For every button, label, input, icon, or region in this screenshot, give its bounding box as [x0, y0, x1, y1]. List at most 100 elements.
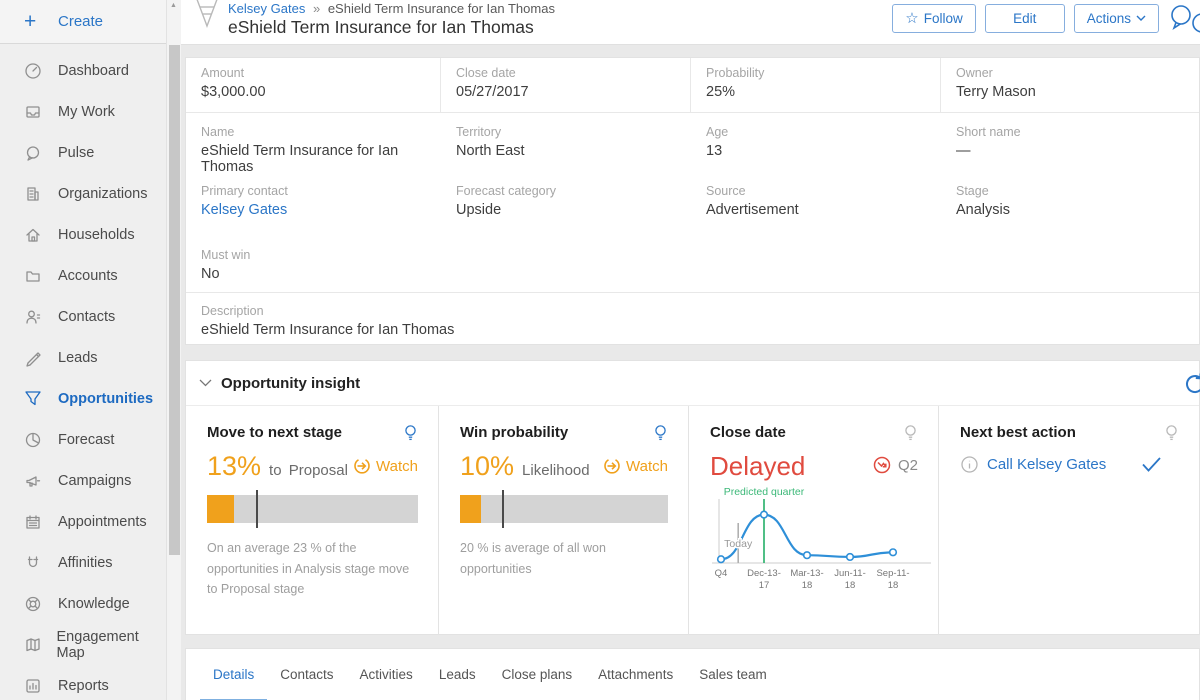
- record-fields-panel: Amount $3,000.00 Close date 05/27/2017 P…: [185, 57, 1200, 345]
- svg-text:Q4: Q4: [715, 568, 728, 579]
- inbox-icon: [24, 103, 58, 121]
- breadcrumb-current: eShield Term Insurance for Ian Thomas: [327, 1, 555, 16]
- complete-check-icon[interactable]: [1142, 457, 1161, 472]
- map-icon: [24, 636, 57, 654]
- field-primary-contact: Primary contact Kelsey Gates: [186, 172, 441, 236]
- edit-button[interactable]: Edit: [984, 3, 1065, 33]
- field-stage: Stage Analysis: [956, 184, 1010, 218]
- tab-sales-team[interactable]: Sales team: [699, 666, 767, 682]
- win-note: 20 % is average of all won opportunities: [460, 541, 606, 576]
- sidebar-item-knowledge[interactable]: Knowledge: [0, 583, 166, 624]
- field-owner: Owner Terry Mason: [956, 66, 1036, 100]
- field-probability: Probability 25%: [691, 58, 941, 112]
- field-source: Source Advertisement: [706, 184, 799, 218]
- win-average-marker: [501, 490, 505, 528]
- field-short-name: Short name —: [956, 125, 1021, 159]
- watch-button[interactable]: Watch: [353, 457, 418, 475]
- breadcrumb: Kelsey Gates » eShield Term Insurance fo…: [228, 1, 555, 16]
- sidebar-item-contacts[interactable]: Contacts: [0, 296, 166, 337]
- win-progress-fill: [460, 495, 481, 523]
- field-must-win: Must win No: [201, 248, 251, 282]
- section-title: Opportunity insight: [221, 374, 361, 392]
- delayed-icon: [873, 456, 891, 474]
- calendar-icon: [24, 513, 58, 531]
- tab-details[interactable]: Details: [200, 649, 268, 700]
- win-progress-bar: [460, 490, 668, 528]
- tab-close-plans[interactable]: Close plans: [501, 666, 573, 682]
- person-icon: [24, 308, 58, 326]
- watch-icon: [354, 459, 370, 474]
- field-age: Age 13: [706, 125, 729, 159]
- create-label: Create: [58, 13, 104, 30]
- close-date-x-labels: Q4 Dec-13-17 Mar-13-18 Jun-11-18 Sep-11-18: [715, 568, 910, 591]
- close-date-status: Delayed: [710, 451, 806, 481]
- scrollbar-thumb[interactable]: [169, 45, 180, 555]
- funnel-icon: [24, 390, 58, 408]
- chevron-down-icon: [1136, 15, 1146, 21]
- breadcrumb-parent-link[interactable]: Kelsey Gates: [228, 1, 306, 16]
- sidebar-item-leads[interactable]: Leads: [0, 337, 166, 378]
- field-close-date: Close date 05/27/2017: [441, 58, 691, 112]
- field-territory: Territory North East: [456, 125, 525, 159]
- bar-chart-icon: [24, 677, 58, 695]
- field-amount: Amount $3,000.00: [186, 58, 441, 112]
- stage-note: On an average 23 % of the opportunities …: [207, 541, 410, 597]
- primary-contact-link[interactable]: Kelsey Gates: [201, 202, 288, 218]
- predicted-quarter-badge: Q2: [897, 456, 918, 474]
- close-date-trend-markers: [716, 510, 898, 564]
- insight-bulb-icon[interactable]: [653, 424, 668, 442]
- svg-text:Mar-13-18: Mar-13-18: [790, 568, 823, 591]
- create-button[interactable]: + Create: [0, 0, 166, 44]
- building-icon: [24, 185, 58, 203]
- svg-text:Dec-13-17: Dec-13-17: [747, 568, 781, 591]
- record-tabs: Details Contacts Activities Leads Close …: [185, 648, 1200, 700]
- field-forecast-category: Forecast category Upside: [456, 184, 557, 218]
- opportunity-funnel-icon: [196, 0, 218, 28]
- insight-bulb-icon[interactable]: [903, 424, 918, 442]
- page-title: eShield Term Insurance for Ian Thomas: [228, 17, 534, 37]
- insight-bulb-icon[interactable]: [1164, 424, 1179, 442]
- stage-progress-fill: [207, 495, 235, 523]
- follow-button[interactable]: ☆ Follow: [892, 3, 976, 33]
- megaphone-icon: [24, 472, 58, 490]
- sidebar-item-appointments[interactable]: Appointments: [0, 501, 166, 542]
- next-best-action-link[interactable]: Call Kelsey Gates: [987, 456, 1107, 473]
- sidebar-item-forecast[interactable]: Forecast: [0, 419, 166, 460]
- sidebar-item-households[interactable]: Households: [0, 214, 166, 255]
- refresh-icon[interactable]: [1183, 372, 1200, 396]
- sidebar-item-organizations[interactable]: Organizations: [0, 173, 166, 214]
- house-icon: [24, 226, 58, 244]
- sidebar-item-campaigns[interactable]: Campaigns: [0, 460, 166, 501]
- info-icon[interactable]: [960, 455, 979, 474]
- sidebar-item-accounts[interactable]: Accounts: [0, 255, 166, 296]
- actions-button[interactable]: Actions: [1073, 3, 1159, 33]
- sidebar-scrollbar[interactable]: ▲: [166, 0, 181, 700]
- sidebar-item-engagement-map[interactable]: Engagement Map: [0, 624, 166, 665]
- collapse-chevron-icon[interactable]: [199, 379, 212, 387]
- predicted-quarter-label: Predicted quarter: [724, 486, 805, 498]
- messages-icon[interactable]: [1168, 3, 1196, 33]
- svg-text:Sep-11-18: Sep-11-18: [876, 568, 909, 591]
- tab-activities[interactable]: Activities: [359, 666, 413, 682]
- pen-icon: [24, 349, 58, 367]
- tab-leads[interactable]: Leads: [438, 666, 476, 682]
- stage-average-marker: [255, 490, 259, 528]
- insight-bulb-icon[interactable]: [403, 424, 418, 442]
- sidebar-item-affinities[interactable]: Affinities: [0, 542, 166, 583]
- insight-card-move-to-next-stage: Move to next stage 13% to Proposal Watch…: [186, 406, 439, 635]
- sidebar-item-opportunities[interactable]: Opportunities: [0, 378, 166, 419]
- svg-text:Jun-11-18: Jun-11-18: [834, 568, 866, 591]
- sidebar-item-reports[interactable]: Reports: [0, 665, 166, 700]
- tab-contacts[interactable]: Contacts: [280, 666, 334, 682]
- tab-attachments[interactable]: Attachments: [598, 666, 674, 682]
- cut-off-icon: [1192, 13, 1200, 33]
- sidebar-item-dashboard[interactable]: Dashboard: [0, 50, 166, 91]
- sidebar-item-pulse[interactable]: Pulse: [0, 132, 166, 173]
- field-name: Name eShield Term Insurance for Ian Thom…: [201, 125, 399, 175]
- sidebar: + Create Dashboard My Work Pulse Organiz…: [0, 0, 166, 700]
- sidebar-item-my-work[interactable]: My Work: [0, 91, 166, 132]
- opportunity-insight-panel: Opportunity insight Move to next stage 1…: [185, 360, 1200, 635]
- scroll-up-icon[interactable]: ▲: [170, 2, 177, 9]
- watch-icon: [604, 459, 620, 474]
- watch-button[interactable]: Watch: [603, 457, 668, 475]
